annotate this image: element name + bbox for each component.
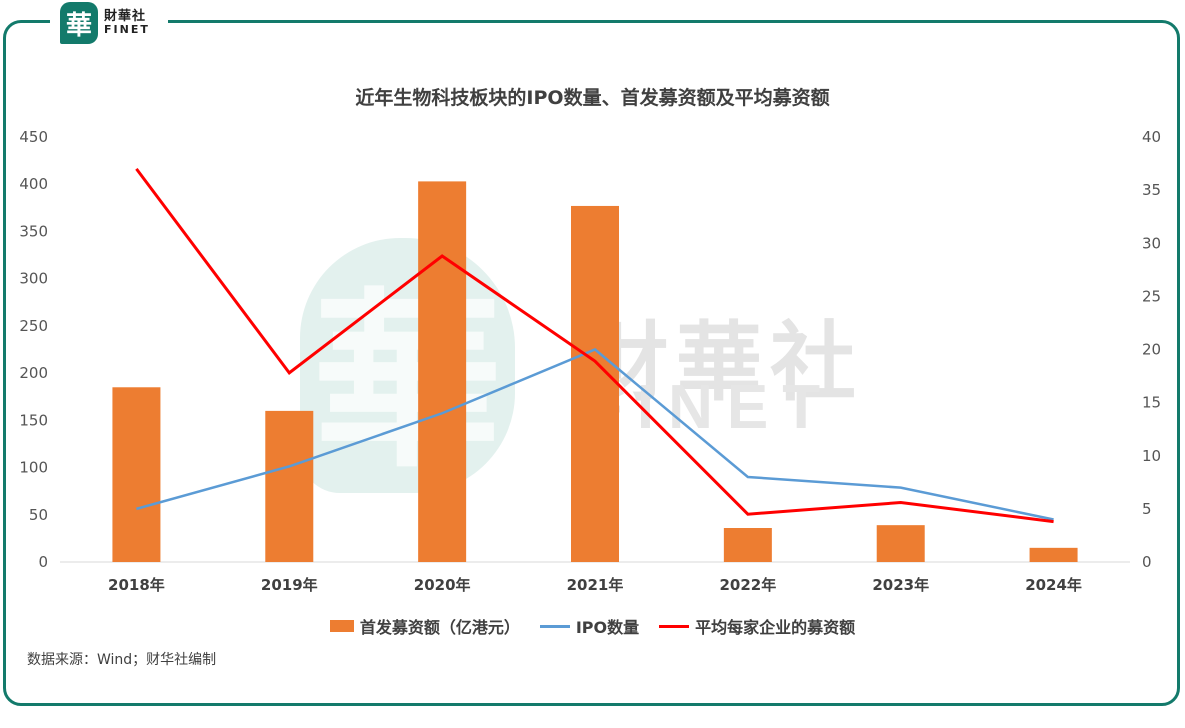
- y-left-tick-label: 0: [38, 553, 48, 571]
- y-left-tick-label: 150: [19, 411, 48, 429]
- source-note: 数据来源：Wind；财华社编制: [27, 652, 217, 668]
- legend-label-avg: 平均每家企业的募资额: [695, 618, 856, 637]
- x-tick-label: 2020年: [414, 576, 471, 594]
- y-left-tick-label: 450: [19, 128, 48, 146]
- x-tick-label: 2022年: [719, 576, 776, 594]
- legend-swatch-bar: [329, 620, 354, 632]
- logo-en: FINET: [104, 23, 150, 37]
- y-right-tick-label: 20: [1142, 341, 1161, 359]
- y-left-tick-label: 350: [19, 222, 48, 240]
- legend: 首发募资额（亿港元） IPO数量 平均每家企业的募资额: [0, 614, 1185, 638]
- legend-label-ipo: IPO数量: [575, 618, 640, 637]
- y-right-tick-label: 35: [1142, 181, 1161, 199]
- x-tick-label: 2021年: [567, 576, 624, 594]
- x-tick-label: 2023年: [872, 576, 929, 594]
- y-right-tick-label: 0: [1142, 553, 1152, 571]
- y-left-tick-label: 200: [19, 364, 48, 382]
- y-right-tick-label: 15: [1142, 394, 1161, 412]
- y-left-tick-label: 100: [19, 459, 48, 477]
- y-left-tick-label: 400: [19, 175, 48, 193]
- y-right-tick-label: 10: [1142, 447, 1161, 465]
- logo-text: 財華社 FINET: [104, 10, 150, 35]
- logo-cn: 財華社: [104, 9, 147, 25]
- y-left-tick-label: 250: [19, 317, 48, 335]
- x-tick-label: 2019年: [261, 576, 318, 594]
- legend-label-funds: 首发募资额（亿港元）: [359, 618, 520, 637]
- watermark-en: FINET: [585, 373, 835, 442]
- legend-item-avg: 平均每家企业的募资额: [659, 614, 855, 638]
- finet-logo: 華 財華社 FINET: [50, 0, 168, 46]
- y-left-tick-label: 300: [19, 270, 48, 288]
- legend-swatch-avg: [659, 624, 690, 628]
- x-tick-label: 2024年: [1025, 576, 1082, 594]
- bar-funds: [876, 525, 925, 562]
- bar-funds: [418, 181, 467, 562]
- logo-seal-icon: 華: [60, 2, 98, 44]
- bar-funds: [571, 205, 619, 562]
- y-right-tick-label: 30: [1142, 234, 1161, 252]
- bar-funds: [723, 528, 772, 562]
- bar-funds: [1029, 547, 1078, 562]
- y-left-tick-label: 50: [29, 506, 48, 524]
- legend-item-funds: 首发募资额（亿港元）: [329, 614, 520, 638]
- bar-funds: [265, 410, 314, 562]
- legend-swatch-ipo: [539, 624, 570, 628]
- watermark-cn: 財華社: [582, 313, 864, 413]
- y-right-tick-label: 25: [1142, 287, 1161, 305]
- bar-funds: [112, 387, 161, 562]
- y-right-tick-label: 5: [1142, 500, 1152, 518]
- x-tick-label: 2018年: [108, 576, 165, 594]
- y-right-tick-label: 40: [1142, 128, 1161, 146]
- legend-item-ipo: IPO数量: [539, 614, 640, 638]
- chart-title: 近年生物科技板块的IPO数量、首发募资额及平均募资额: [355, 87, 830, 109]
